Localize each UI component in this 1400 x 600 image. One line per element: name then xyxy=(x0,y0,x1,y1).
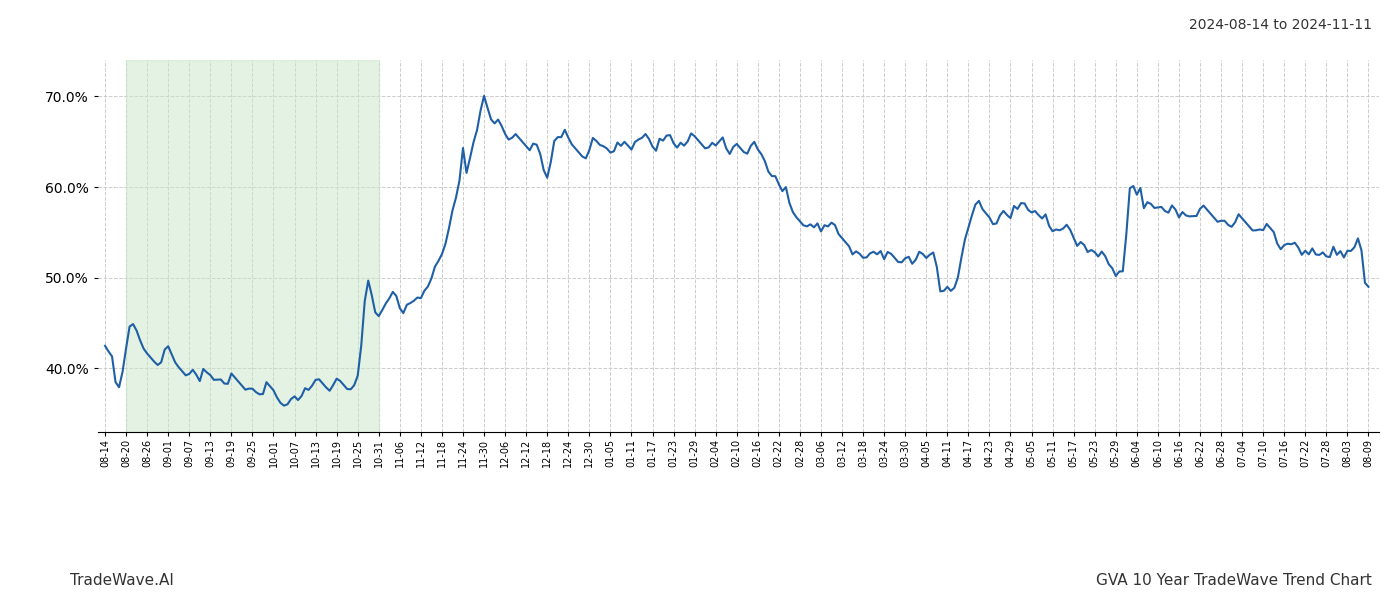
Bar xyxy=(126,60,379,432)
Text: GVA 10 Year TradeWave Trend Chart: GVA 10 Year TradeWave Trend Chart xyxy=(1096,573,1372,588)
Text: TradeWave.AI: TradeWave.AI xyxy=(70,573,174,588)
Text: 2024-08-14 to 2024-11-11: 2024-08-14 to 2024-11-11 xyxy=(1189,18,1372,32)
